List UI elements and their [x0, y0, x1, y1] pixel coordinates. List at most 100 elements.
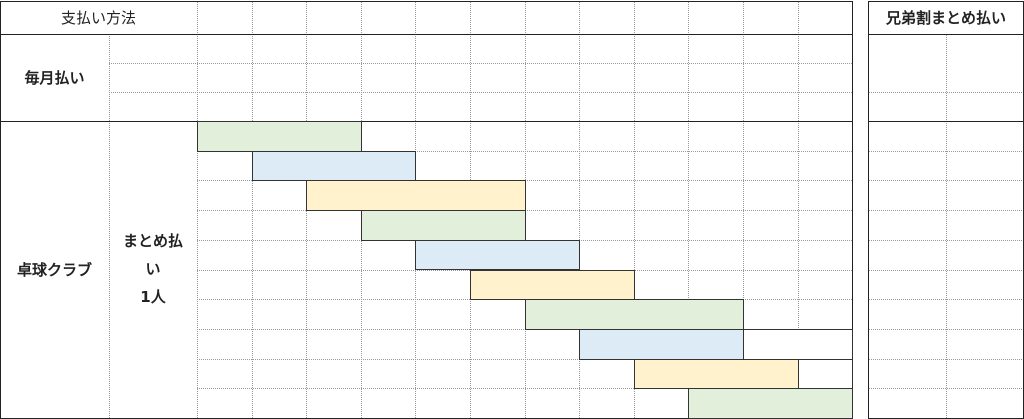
- month-header: [798, 1, 853, 34]
- border-line: [0, 121, 852, 122]
- grid-line: [946, 34, 947, 418]
- grid-line: [868, 92, 1024, 93]
- grid-line: [797, 1, 799, 121]
- sibling-total: [946, 121, 1024, 151]
- fee-cell: [525, 63, 580, 92]
- fee-cell: [798, 92, 853, 121]
- month-header: [415, 1, 470, 34]
- grid-line: [868, 210, 1024, 212]
- grid-line: [109, 121, 110, 418]
- fee-cell: [470, 63, 525, 92]
- fee-cell: [252, 63, 307, 92]
- fee-cell: [470, 34, 525, 63]
- sibling-total: [946, 180, 1024, 210]
- border-line: [852, 1, 853, 418]
- grid-line: [868, 269, 1024, 271]
- sibling-total: [946, 270, 1024, 300]
- fee-cell: [470, 92, 525, 121]
- fee-cell: [415, 92, 470, 121]
- border-line: [0, 1, 1, 418]
- fee-cell: [197, 63, 252, 92]
- fee-cell: [798, 63, 853, 92]
- month-header: [743, 1, 798, 34]
- club-sublabel-line3: 1人: [140, 287, 166, 306]
- fee-cell: [743, 92, 798, 121]
- fee-cell: [525, 34, 580, 63]
- grid-line: [868, 388, 1024, 390]
- sibling-total: [868, 210, 946, 240]
- fee-cell: [634, 63, 689, 92]
- overflow-amount: [743, 328, 854, 360]
- sibling-total: [946, 210, 1024, 240]
- row-label: [109, 63, 197, 92]
- sibling-total: [868, 270, 946, 300]
- fee-cell: [579, 34, 634, 63]
- payment-bar: [579, 328, 744, 360]
- border-line: [868, 1, 869, 418]
- payment-bar: [360, 210, 526, 241]
- fee-cell: [306, 34, 361, 63]
- fee-cell: [361, 92, 416, 121]
- sibling-total: [946, 299, 1024, 329]
- grid-line: [868, 239, 1024, 241]
- payment-bar: [633, 358, 799, 390]
- grid-line: [524, 1, 526, 121]
- grid-line: [868, 299, 1024, 301]
- method-header: 支払い方法: [60, 9, 136, 27]
- grid-line: [109, 92, 852, 93]
- fee-cell: [197, 92, 252, 121]
- monthly-group-label: 毎月払い: [24, 69, 85, 87]
- fee-cell: [252, 92, 307, 121]
- grid-line: [360, 1, 362, 121]
- fee-cell: [743, 34, 798, 63]
- sibling-total: [946, 329, 1024, 359]
- sibling-total: [868, 329, 946, 359]
- fee-cell: [252, 34, 307, 63]
- sibling-total: [946, 359, 1024, 389]
- sibling-total: [946, 240, 1024, 270]
- grid-line: [306, 1, 308, 121]
- payment-bar: [688, 388, 854, 419]
- discount-rate: [946, 63, 1024, 92]
- fee-cell: [688, 63, 743, 92]
- month-header: [306, 1, 361, 34]
- grid-line: [633, 1, 635, 121]
- grid-line: [579, 1, 581, 121]
- grid-line: [197, 1, 198, 121]
- fee-cell: [798, 34, 853, 63]
- fee-cell: [688, 92, 743, 121]
- payment-bar: [415, 239, 581, 271]
- fee-cell: [634, 92, 689, 121]
- club-sublabel-line1: まとめ払: [122, 231, 183, 250]
- grid-line: [868, 328, 1024, 330]
- month-header: [579, 1, 634, 34]
- fee-cell: [415, 34, 470, 63]
- sibling-discount-title: 兄弟割まとめ払い: [885, 9, 1006, 27]
- grid-line: [688, 1, 690, 121]
- fee-cell: [579, 92, 634, 121]
- sibling-total: [946, 151, 1024, 181]
- sibling-total: [868, 121, 946, 151]
- sibling-total: [868, 299, 946, 329]
- payment-bar: [470, 269, 635, 301]
- payment-bar: [197, 121, 362, 152]
- payment-bar: [524, 299, 744, 330]
- border-line: [868, 121, 1024, 122]
- grid-line: [109, 63, 852, 64]
- grid-line: [197, 328, 852, 330]
- sibling-total: [868, 359, 946, 389]
- row-label: [109, 34, 197, 63]
- fee-cell: [197, 34, 252, 63]
- grid-line: [470, 1, 471, 121]
- discount-rate: [868, 63, 946, 92]
- border-line: [0, 1, 852, 2]
- fee-cell: [525, 92, 580, 121]
- club-label: 卓球クラブ: [16, 261, 92, 279]
- month-header: [252, 1, 307, 34]
- grid-line: [743, 1, 744, 121]
- sibling-total: [868, 151, 946, 181]
- border-line: [868, 34, 1024, 35]
- sibling-count-label: [946, 34, 1024, 63]
- grid-line: [197, 150, 852, 152]
- sibling-total: [946, 388, 1024, 418]
